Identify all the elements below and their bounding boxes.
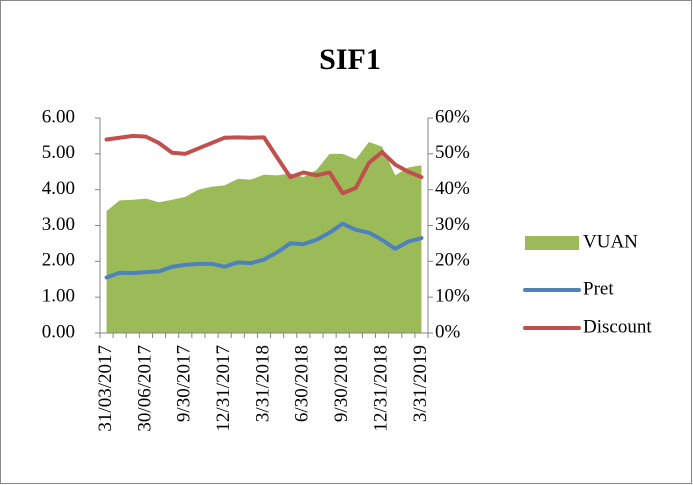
- x-tick-label: 3/31/2019: [410, 345, 431, 422]
- y-tick-label: 0.00: [42, 321, 75, 342]
- y2-tick-label: 60%: [435, 106, 470, 127]
- legend-label: Discount: [583, 316, 652, 337]
- y2-tick-label: 40%: [435, 178, 470, 199]
- y-tick-label: 6.00: [42, 106, 75, 127]
- line: [104, 221, 424, 280]
- x-tick-label: 9/30/2018: [331, 345, 352, 422]
- y2-tick-label: 10%: [435, 286, 470, 307]
- y2-tick-label: 20%: [435, 250, 470, 271]
- x-tick-label: 3/31/2018: [252, 345, 273, 422]
- x-tick-label: 6/30/2018: [292, 345, 313, 422]
- y-tick-label: 2.00: [42, 250, 75, 271]
- x-tick-label: 12/31/2017: [213, 345, 234, 432]
- legend-label: Pret: [583, 278, 614, 299]
- y2-tick-label: 0%: [435, 321, 461, 342]
- x-tick-label: 31/03/2017: [95, 345, 116, 432]
- y-tick-label: 1.00: [42, 286, 75, 307]
- x-tick-label: 30/06/2017: [134, 345, 155, 432]
- x-tick-label: 9/30/2017: [174, 345, 195, 422]
- legend-swatch: [525, 236, 579, 250]
- legend-label: VUAN: [583, 231, 638, 252]
- y-tick-label: 5.00: [42, 142, 75, 163]
- y2-tick-label: 30%: [435, 214, 470, 235]
- x-tick-label: 12/31/2018: [370, 345, 391, 432]
- y2-tick-label: 50%: [435, 142, 470, 163]
- y-tick-label: 4.00: [42, 178, 75, 199]
- line: [104, 133, 424, 196]
- chart-title: SIF1: [319, 43, 381, 76]
- y-tick-label: 3.00: [42, 214, 75, 235]
